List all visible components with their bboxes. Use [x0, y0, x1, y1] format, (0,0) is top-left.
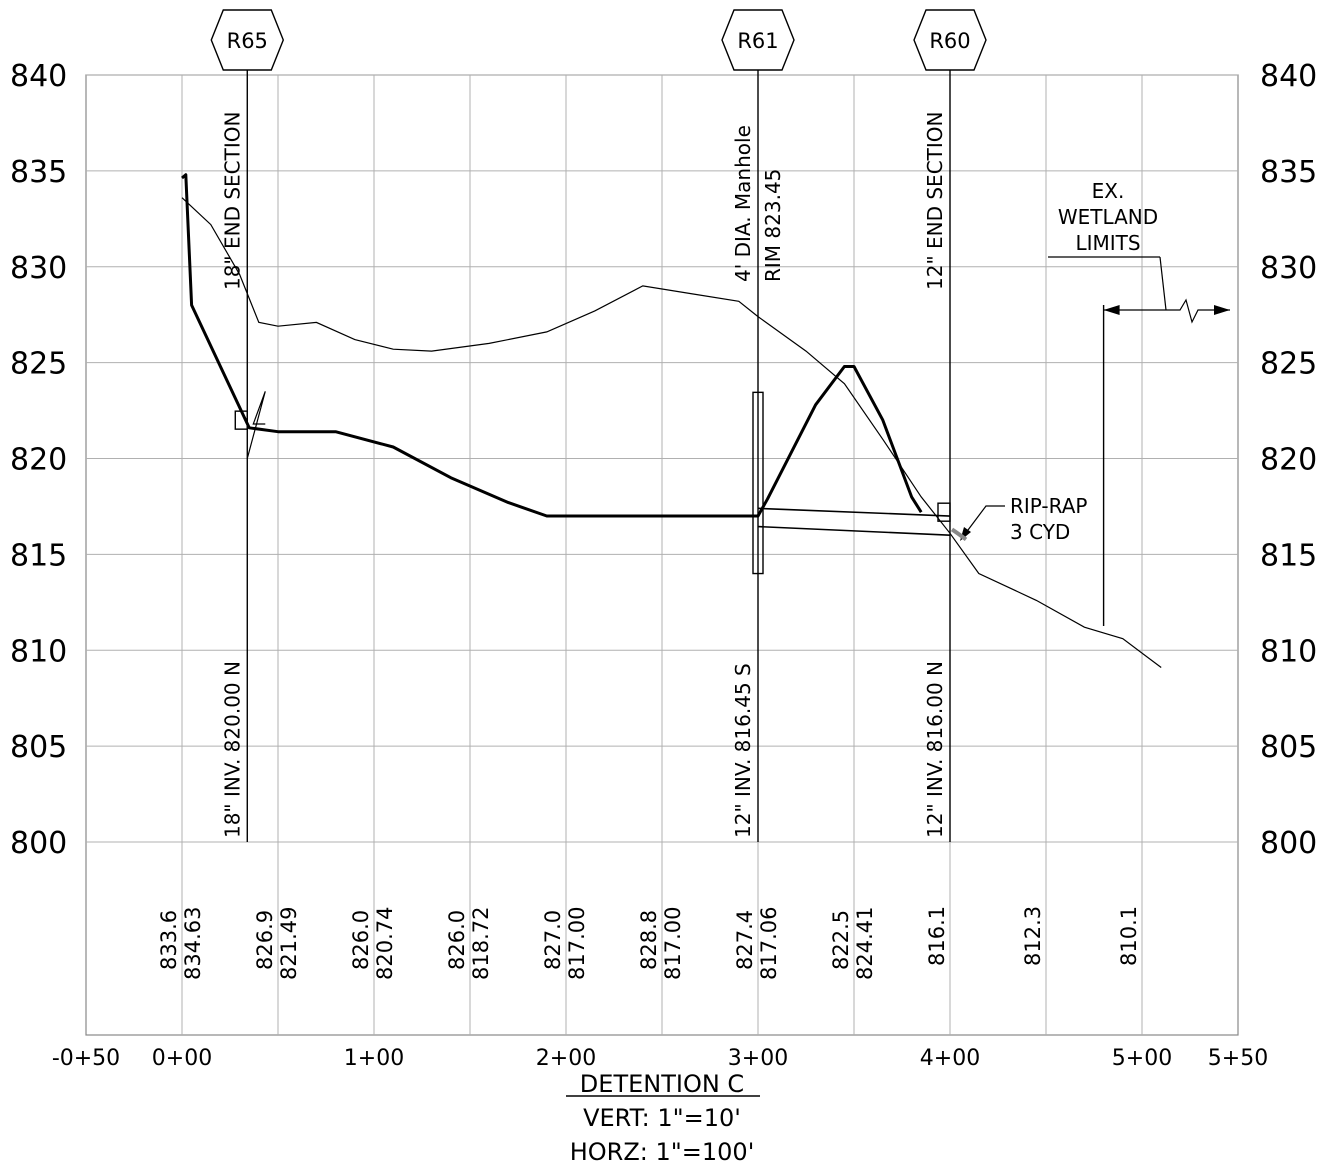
y-tick-label-left: 810 — [10, 634, 67, 669]
wetland-arrowhead-right — [1214, 305, 1230, 315]
axes: 800 800 805 805 810 810 815 815 820 820 825 825 830 8… — [10, 59, 1317, 1071]
structure-tag-hexagon — [721, 9, 795, 71]
y-tick-label-left: 835 — [10, 155, 67, 190]
y-tick-label-right: 805 — [1260, 730, 1317, 765]
y-tick-label-right: 810 — [1260, 634, 1317, 669]
x-tick-label: -0+50 — [52, 1046, 120, 1071]
table-existing-elevation: 810.1 — [1117, 906, 1141, 966]
table-existing-elevation: 822.5 — [829, 910, 853, 970]
y-tick-label-right: 800 — [1260, 826, 1317, 861]
y-tick-label-left: 800 — [10, 826, 67, 861]
structure-upper-label: 12" END SECTION — [923, 112, 947, 290]
y-tick-label-left: 805 — [10, 730, 67, 765]
y-tick-label-left: 815 — [10, 538, 67, 573]
y-tick-label-left: 820 — [10, 443, 67, 478]
table-existing-elevation: 827.4 — [733, 910, 757, 970]
table-existing-elevation: 826.0 — [349, 910, 373, 970]
table-existing-elevation: 816.1 — [925, 906, 949, 966]
structure-upper-label: 18" END SECTION — [220, 112, 244, 290]
wetland-label: EX. — [1092, 179, 1125, 203]
table-proposed-elevation: 818.72 — [469, 907, 493, 980]
drawing-title: DETENTION C — [580, 1070, 744, 1098]
riprap-hatch — [950, 527, 968, 542]
wetland-label: WETLAND — [1058, 205, 1158, 229]
elevation-table: 833.6 834.63 826.9 821.49 826.0 820.74 826.0 81… — [157, 906, 1141, 980]
pipe-crown-line — [757, 507, 951, 517]
table-proposed-elevation: 820.74 — [373, 907, 397, 980]
y-tick-label-left: 840 — [10, 59, 67, 94]
table-existing-elevation: 833.6 — [157, 910, 181, 970]
structure-tag-hexagon — [913, 9, 987, 71]
table-existing-elevation: 827.0 — [541, 910, 565, 970]
y-tick-label-right: 840 — [1260, 59, 1317, 94]
existing-ground-line — [181, 197, 1162, 668]
table-proposed-elevation: 824.41 — [853, 907, 877, 980]
structure-lower-label: 12" INV. 816.00 N — [923, 661, 947, 838]
wetland-arrowhead-left — [1103, 305, 1120, 315]
y-tick-label-right: 830 — [1260, 251, 1317, 286]
wetland-arrow-line — [1103, 298, 1230, 324]
table-proposed-elevation: 817.00 — [661, 907, 685, 980]
x-tick-label: 5+00 — [1112, 1046, 1172, 1071]
riprap-label: RIP-RAP — [1010, 494, 1087, 518]
end-section-box — [234, 410, 248, 430]
x-tick-label: 2+00 — [536, 1046, 596, 1071]
structure-lower-label: 18" INV. 820.00 N — [220, 661, 244, 838]
riprap-leader — [961, 505, 1005, 539]
structure-tag-label: R61 — [737, 29, 778, 53]
table-existing-elevation: 826.9 — [253, 910, 277, 970]
table-existing-elevation: 812.3 — [1021, 906, 1045, 966]
table-proposed-elevation: 817.00 — [565, 907, 589, 980]
structure-lower-label: 12" INV. 816.45 S — [731, 663, 755, 838]
y-tick-label-left: 830 — [10, 251, 67, 286]
x-tick-label: 3+00 — [728, 1046, 788, 1071]
structure-tag-label: R65 — [227, 29, 268, 53]
proposed-grade-line — [181, 173, 923, 518]
riprap-label: 3 CYD — [1010, 520, 1070, 544]
break-symbol — [246, 391, 266, 459]
y-tick-label-right: 820 — [1260, 443, 1317, 478]
structure-upper-label: 4' DIA. Manhole — [731, 125, 755, 282]
y-tick-label-right: 835 — [1260, 155, 1317, 190]
grid — [86, 74, 1238, 1035]
y-tick-label-right: 825 — [1260, 347, 1317, 382]
vertical-scale: VERT: 1"=10' — [583, 1104, 741, 1132]
horizontal-scale: HORZ: 1"=100' — [570, 1138, 755, 1166]
y-tick-label-right: 815 — [1260, 538, 1317, 573]
wetland-leader — [1159, 256, 1167, 311]
x-tick-label: 4+00 — [920, 1046, 980, 1071]
manhole-body — [752, 391, 764, 575]
x-tick-label: 5+50 — [1208, 1046, 1268, 1071]
wetland-label: LIMITS — [1075, 231, 1140, 255]
x-tick-label: 1+00 — [344, 1046, 404, 1071]
structure-tag-hexagon — [210, 9, 285, 71]
table-existing-elevation: 826.0 — [445, 910, 469, 970]
table-proposed-elevation: 834.63 — [181, 907, 205, 980]
profile-series — [181, 173, 1162, 668]
table-existing-elevation: 828.8 — [637, 910, 661, 970]
end-section-box — [937, 502, 951, 522]
pipe-invert-line — [757, 525, 951, 536]
x-tick-label: 0+00 — [152, 1046, 212, 1071]
structure-upper-label-rim: RIM 823.45 — [761, 169, 785, 282]
structure-tag-label: R60 — [929, 29, 970, 53]
y-tick-label-left: 825 — [10, 347, 67, 382]
table-proposed-elevation: 821.49 — [277, 907, 301, 980]
table-proposed-elevation: 817.06 — [757, 907, 781, 980]
structures: R65 18" END SECTION 18" INV. 820.00 N R61 4'… — [210, 9, 987, 842]
